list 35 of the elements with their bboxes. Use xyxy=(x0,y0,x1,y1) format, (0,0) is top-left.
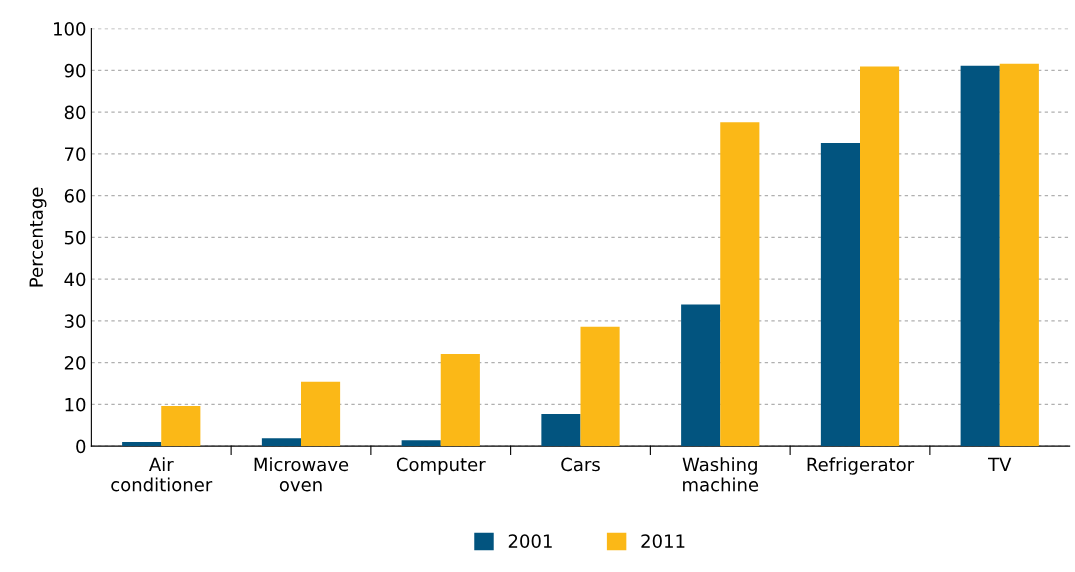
y-tick-label: 40 xyxy=(64,272,86,287)
x-tick-label: Washing machine xyxy=(682,457,759,492)
x-tick-label: Microwave oven xyxy=(254,457,349,492)
x-tick-label: Refrigerator xyxy=(807,457,915,475)
legend-label: 2001 xyxy=(508,534,552,548)
y-tick-label: 70 xyxy=(65,147,86,161)
y-tick-label: 20 xyxy=(64,356,86,370)
bar xyxy=(261,438,301,447)
bar xyxy=(161,406,201,447)
bar xyxy=(122,441,162,447)
y-tick-label: 60 xyxy=(64,189,86,203)
y-axis-title: Percentage xyxy=(29,187,47,287)
x-tick-label: Air conditioner xyxy=(111,457,213,492)
x-tick-label: TV xyxy=(988,457,1012,471)
legend-label: 2011 xyxy=(641,534,685,548)
x-tick-label: Computer xyxy=(396,457,486,475)
bar xyxy=(301,381,341,447)
bar xyxy=(440,353,480,447)
bar xyxy=(820,143,860,447)
y-tick-label: 100 xyxy=(54,22,86,36)
y-tick-label: 10 xyxy=(65,397,86,412)
bar xyxy=(681,304,721,447)
y-tick-label: 50 xyxy=(64,230,86,245)
bar xyxy=(999,63,1039,447)
bar xyxy=(720,122,760,447)
y-tick-label: 90 xyxy=(64,63,86,78)
x-tick-label: Cars xyxy=(561,457,600,472)
bar xyxy=(401,440,441,447)
bar xyxy=(541,414,581,447)
bar xyxy=(580,326,620,447)
bar xyxy=(960,65,1000,447)
bar xyxy=(860,66,900,447)
y-tick-label: 30 xyxy=(64,314,86,329)
y-tick-label: 80 xyxy=(64,105,86,120)
y-tick-label: 0 xyxy=(76,439,86,454)
